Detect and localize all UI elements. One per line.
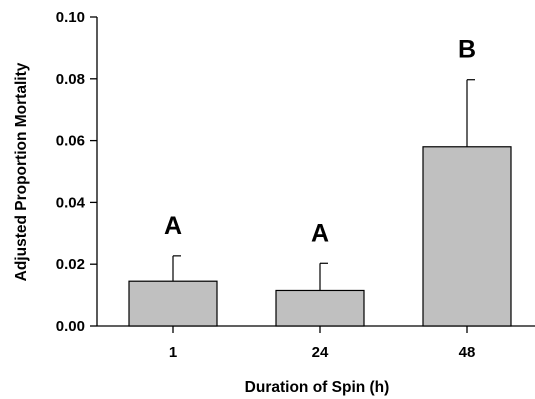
y-tick-label: 0.10	[56, 9, 85, 26]
plot-area: 0.00 0.02 0.04 0.06 0.08 0.10 1 A 24 A 48 B	[56, 9, 535, 361]
y-tick-label: 0.08	[56, 71, 85, 88]
x-axis-title: Duration of Spin (h)	[245, 379, 390, 396]
y-axis-title: Adjusted Proportion Mortality	[13, 62, 30, 281]
significance-label: A	[311, 219, 329, 247]
x-tick-label: 1	[169, 344, 177, 361]
bar	[128, 280, 218, 327]
x-tick-label: 48	[459, 344, 476, 361]
significance-label: B	[458, 36, 476, 64]
significance-label: A	[164, 212, 182, 240]
x-tick-label: 24	[312, 344, 329, 361]
bar	[422, 146, 512, 327]
y-tick-label: 0.04	[56, 194, 86, 211]
y-tick-label: 0.06	[56, 133, 85, 150]
y-tick-label: 0.02	[56, 256, 85, 273]
y-tick-label: 0.00	[56, 318, 85, 335]
bar	[275, 289, 365, 327]
